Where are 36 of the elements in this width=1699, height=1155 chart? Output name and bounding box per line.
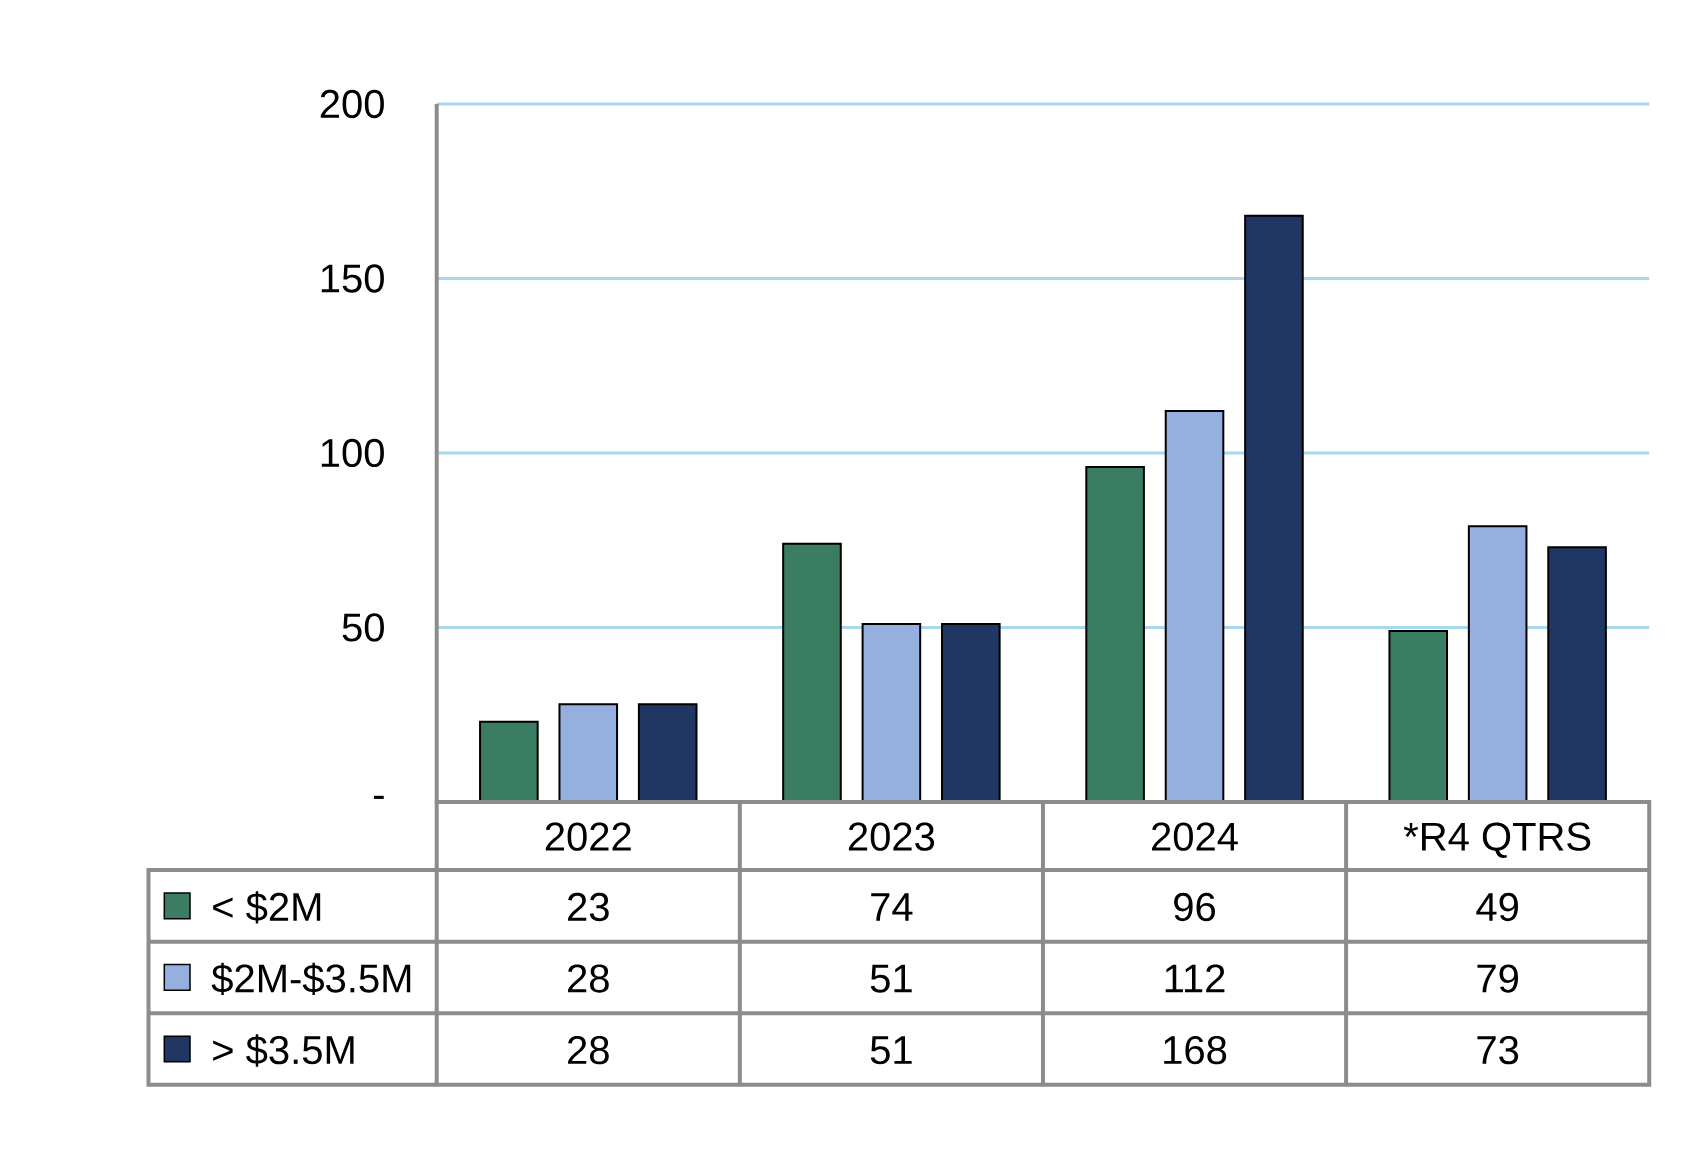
data-label: 51 <box>870 964 912 993</box>
bar <box>1547 546 1607 803</box>
y-tick-label: 200 <box>320 89 384 119</box>
y-tick-label: 150 <box>321 264 384 293</box>
data-label: 73 <box>1477 1035 1519 1065</box>
y-tick-label: 100 <box>321 438 384 468</box>
legend-label: < $2M <box>213 891 321 924</box>
y-tick-label: - <box>373 795 384 799</box>
x-tick-label: *R4 QTRS <box>1403 822 1591 858</box>
x-tick-label: 2024 <box>1152 822 1238 851</box>
x-tick-label: 2023 <box>848 822 935 851</box>
data-label: 112 <box>1165 964 1225 993</box>
data-label: 79 <box>1477 964 1519 993</box>
data-label: 49 <box>1476 892 1519 922</box>
y-tick-label: 50 <box>342 613 384 642</box>
legend-label: $2M-$3.5M <box>211 962 411 996</box>
bar <box>861 622 922 803</box>
x-tick-label: 2022 <box>545 822 631 851</box>
data-label: 51 <box>870 1036 912 1065</box>
bar <box>1244 214 1304 803</box>
bar <box>1388 629 1449 803</box>
bar <box>1467 525 1528 803</box>
data-label: 96 <box>1174 892 1216 922</box>
bar <box>637 703 698 803</box>
bar <box>1085 465 1145 803</box>
bar <box>558 703 619 803</box>
data-label: 168 <box>1164 1035 1227 1065</box>
bar <box>1164 410 1225 803</box>
data-label: 23 <box>568 892 609 922</box>
legend-label: > $3.5M <box>213 1034 354 1067</box>
bar <box>941 622 1001 803</box>
bar <box>782 542 842 803</box>
bar <box>479 720 539 803</box>
data-label: 74 <box>871 893 913 921</box>
data-label: 28 <box>568 1035 609 1065</box>
data-label: 28 <box>568 964 609 993</box>
